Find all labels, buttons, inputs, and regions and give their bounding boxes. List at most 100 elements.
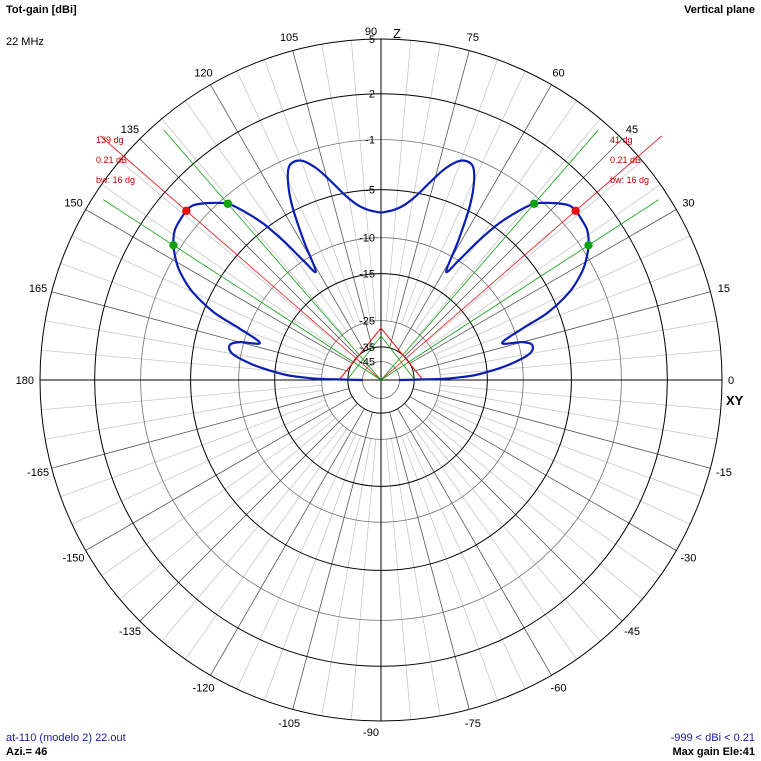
- radial-gridline-205: [71, 404, 328, 525]
- radial-gridline-130: [161, 118, 344, 335]
- angle-tick-label: 45: [626, 124, 638, 136]
- radial-gridline-45: [404, 138, 623, 357]
- angle-tick-label: -150: [63, 553, 85, 565]
- angle-tick-label: -120: [192, 682, 214, 694]
- angle-tick-label: 105: [280, 32, 298, 44]
- marker-lines: [99, 129, 663, 381]
- right-marker-bw-label: bw: 16 dg: [610, 175, 649, 185]
- file-name-label: at-110 (modelo 2) 22.out: [6, 732, 126, 744]
- radial-gridline-310: [418, 425, 601, 642]
- tick-labels: 1530456075105120135150165-165-150-135-12…: [16, 26, 744, 739]
- max-gain-line-0: [380, 135, 663, 381]
- radial-gridline-335: [434, 404, 691, 525]
- chart-title: Tot-gain [dBi]: [6, 4, 77, 16]
- angle-tick-label: 120: [194, 68, 212, 80]
- radial-gridline-105: [292, 50, 373, 349]
- radial-gridline-15: [412, 291, 711, 372]
- radial-gridline-315: [404, 403, 623, 622]
- angle-tick-label: -45: [624, 626, 640, 638]
- pattern-line: [172, 159, 590, 382]
- max-gain-point-0: [571, 206, 580, 215]
- low-angle-marker: [338, 327, 424, 381]
- radial-gridline-60: [397, 84, 552, 352]
- gain-tick-label: -25: [359, 316, 375, 328]
- radial-gridline-225: [139, 403, 358, 622]
- radial-gridline-250: [263, 435, 362, 701]
- radial-gridline-50: [418, 118, 601, 335]
- radial-gridline-155: [71, 235, 328, 356]
- radial-gridline-70: [400, 59, 499, 325]
- radial-gridline-30: [409, 209, 677, 364]
- angle-tick-label: 0: [728, 375, 734, 387]
- angle-tick-label: 90: [365, 26, 377, 38]
- beamwidth-point-0: [584, 241, 593, 250]
- angle-tick-label: 150: [64, 198, 82, 210]
- gain-tick-label: 5: [369, 34, 375, 46]
- radial-gridline-115: [236, 70, 357, 327]
- pattern-series: [172, 159, 590, 382]
- gain-tick-label: 2: [369, 89, 375, 101]
- radial-gridline-195: [51, 388, 350, 469]
- radial-gridline-110: [263, 59, 362, 325]
- angle-tick-label: -90: [363, 727, 379, 739]
- horizontal-axis-label: XY: [726, 393, 744, 408]
- radial-gridline-220: [119, 417, 336, 600]
- angle-tick-label: -165: [27, 467, 49, 479]
- gain-tick-label: -5: [365, 185, 375, 197]
- angle-tick-label: -105: [278, 718, 300, 730]
- right-marker-angle-label: 41 dg: [610, 135, 633, 145]
- angle-tick-label: -135: [119, 626, 141, 638]
- gain-tick-label: -10: [359, 233, 375, 245]
- low-angle-bw-marker: [346, 335, 416, 381]
- radial-gridline-210: [85, 396, 353, 551]
- frequency-label: 22 MHz: [6, 36, 44, 48]
- gain-tick-label: -35: [359, 342, 375, 354]
- gain-tick-label: -1: [365, 135, 375, 147]
- radial-gridline-75: [389, 50, 470, 349]
- max-gain-point-1: [182, 206, 191, 215]
- radial-gridline-135: [139, 138, 358, 357]
- radial-gridline-300: [397, 408, 552, 676]
- gain-range-label: -999 < dBi < 0.21: [670, 732, 755, 744]
- angle-tick-label: 30: [682, 198, 694, 210]
- beamwidth-line-2: [163, 129, 382, 381]
- angle-tick-label: -15: [716, 467, 732, 479]
- angle-tick-label: 165: [29, 283, 47, 295]
- radial-gridline-285: [389, 411, 470, 710]
- beamwidth-line-1: [380, 129, 599, 381]
- radial-gridline-120: [210, 84, 365, 352]
- radial-gridline-340: [436, 399, 702, 498]
- radial-gridline-290: [400, 435, 499, 701]
- right-marker-gain-label: 0.21 dB: [610, 155, 641, 165]
- radial-gridline-25: [434, 235, 691, 356]
- max-gain-line-1: [99, 135, 382, 381]
- radial-gridline-65: [405, 70, 526, 327]
- beamwidth-line-3: [103, 199, 382, 381]
- gain-tick-label: -15: [359, 269, 375, 281]
- left-marker-gain-label: 0.21 dB: [96, 155, 127, 165]
- plane-label: Vertical plane: [684, 4, 755, 16]
- beamwidth-point-2: [223, 199, 233, 208]
- radial-gridline-240: [210, 408, 365, 676]
- radial-gridline-245: [236, 433, 357, 690]
- angle-tick-label: -30: [680, 553, 696, 565]
- left-marker-bw-label: bw: 16 dg: [96, 175, 135, 185]
- beamwidth-point-3: [169, 241, 178, 250]
- angle-tick-label: -75: [465, 718, 481, 730]
- marker-points: [169, 199, 593, 250]
- beamwidth-line-0: [380, 199, 659, 381]
- angle-tick-label: 75: [467, 32, 479, 44]
- angle-tick-label: 180: [16, 375, 34, 387]
- radial-gridline-165: [51, 291, 350, 372]
- radial-gridline-200: [60, 399, 326, 498]
- azimuth-label: Azi.= 46: [6, 746, 48, 758]
- angle-tick-label: -60: [551, 682, 567, 694]
- angle-tick-label: 15: [718, 283, 730, 295]
- radial-gridline-140: [119, 160, 336, 343]
- radial-gridline-230: [161, 425, 344, 642]
- radial-gridline-20: [436, 262, 702, 361]
- radial-gridline-160: [60, 262, 326, 361]
- angle-tick-label: 135: [121, 124, 139, 136]
- radial-gridline-345: [412, 388, 711, 469]
